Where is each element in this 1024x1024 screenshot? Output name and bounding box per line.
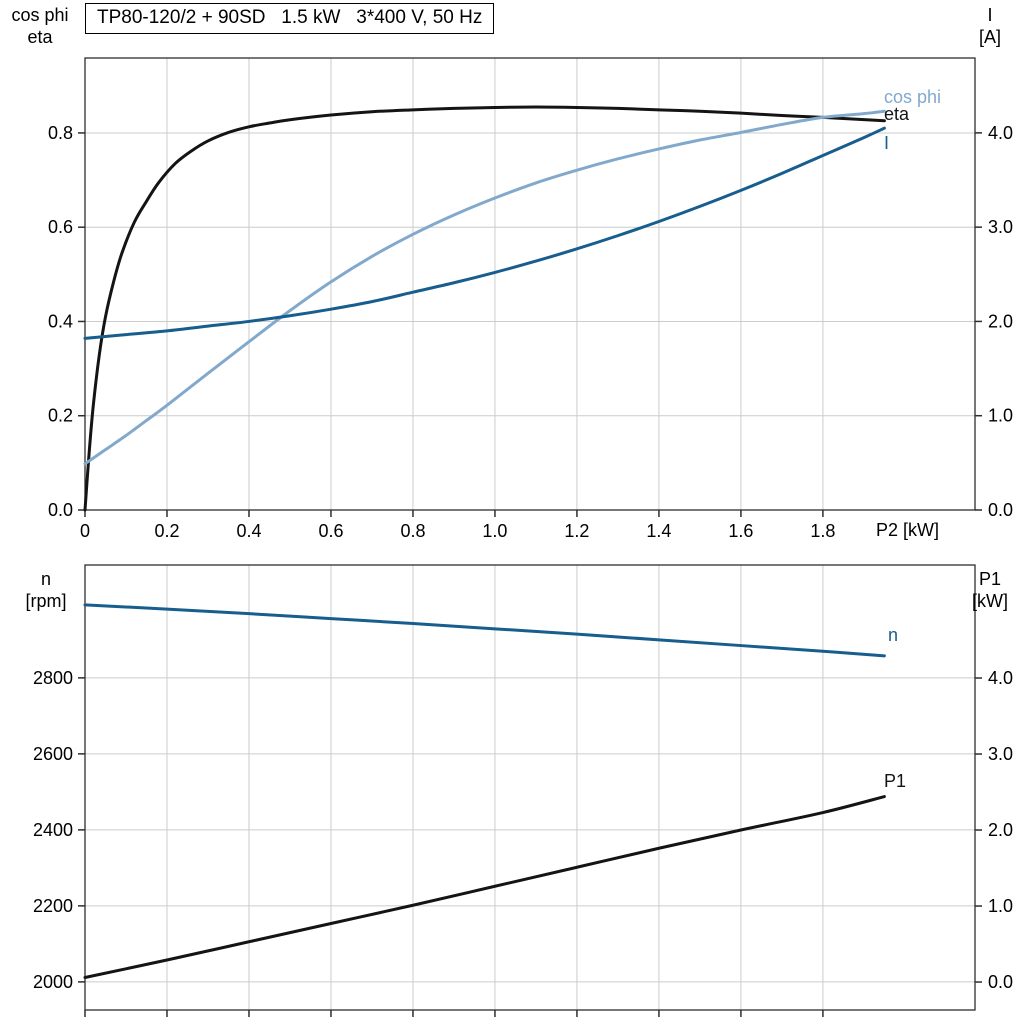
plot-frame <box>84 57 976 511</box>
axis-label-cos-phi: cos phi <box>11 5 69 25</box>
eta-curve-label: eta <box>884 104 910 124</box>
x-axis-tick-label: 1.2 <box>564 521 589 541</box>
right-axis-tick-label: 1.0 <box>988 896 1013 916</box>
axis-label-speed-unit: [rpm] <box>25 591 67 611</box>
input-power-curve <box>83 795 886 979</box>
right-axis-tick-label: 0.0 <box>988 972 1013 992</box>
left-axis-tick-label: 0.6 <box>48 217 73 237</box>
axis-label-p1: P1 <box>978 569 1002 589</box>
axis-label-current-unit: [A] <box>978 27 1001 47</box>
speed-curve-label: n <box>888 625 899 645</box>
right-axis-tick-label: 4.0 <box>988 668 1013 688</box>
x-axis-tick-label: 1.8 <box>810 521 835 541</box>
right-axis-tick-label: 1.0 <box>988 406 1013 426</box>
cos-phi-curve-label: cos phi <box>884 87 942 107</box>
right-axis-tick-label: 2.0 <box>988 311 1013 331</box>
current-curve-label: I <box>884 133 890 153</box>
top-right-axis-label: I [A] <box>956 4 1024 48</box>
left-axis-tick-label: 0.4 <box>48 311 73 331</box>
axis-label-p1-unit: [kW] <box>972 591 1008 611</box>
right-axis-tick-label: 3.0 <box>988 217 1013 237</box>
axis-label-eta: eta <box>27 27 53 47</box>
right-axis-tick-label: 2.0 <box>988 820 1013 840</box>
x-axis-tick-label: 0.2 <box>154 521 179 541</box>
left-axis-tick-label: 2400 <box>33 820 73 840</box>
chart-title-box: TP80-120/2 + 90SD 1.5 kW 3*400 V, 50 Hz <box>85 3 495 34</box>
right-axis-tick-label: 4.0 <box>988 123 1013 143</box>
plot-frame <box>84 564 976 1011</box>
top-left-axis-label: cos phi eta <box>2 4 78 48</box>
left-axis-tick-label: 0.0 <box>48 500 73 520</box>
left-axis-tick-label: 2800 <box>33 668 73 688</box>
right-axis-tick-label: 3.0 <box>988 744 1013 764</box>
efficiency-cosphi-current-panel: 0.0 0.2 0.4 0.6 0.8 0.0 1.0 2.0 3.0 4.0 0 0.2 0.4 0.6… <box>48 57 1013 541</box>
x-axis-label: P2 [kW] <box>876 520 940 540</box>
left-axis-tick-label: 0.2 <box>48 406 73 426</box>
left-axis-tick-label: 0.8 <box>48 123 73 143</box>
x-axis-tick-label: 0.4 <box>236 521 261 541</box>
cos-phi-curve <box>83 109 886 466</box>
axis-label-speed: n <box>40 569 51 589</box>
current-curve <box>83 126 886 340</box>
axis-label-current: I <box>987 5 993 25</box>
x-axis-tick-label: 1.0 <box>482 521 507 541</box>
bottom-right-axis-label: P1 [kW] <box>956 568 1024 612</box>
x-axis-tick-label: 0 <box>80 521 90 541</box>
left-axis-tick-label: 2600 <box>33 744 73 764</box>
p1-curve-label: P1 <box>884 771 907 791</box>
eta-curve <box>83 105 886 512</box>
right-axis-tick-label: 0.0 <box>988 500 1013 520</box>
speed-power-panel: 2000 2200 2400 2600 2800 0.0 1.0 2.0 3.0 4.0 <box>33 564 1013 1017</box>
x-axis-tick-label: 0.6 <box>318 521 343 541</box>
x-axis-tick-label: 1.6 <box>728 521 753 541</box>
left-axis-tick-label: 2200 <box>33 896 73 916</box>
bottom-left-axis-label: n [rpm] <box>8 568 84 612</box>
left-axis-tick-label: 2000 <box>33 972 73 992</box>
x-axis-tick-label: 1.4 <box>646 521 671 541</box>
speed-curve <box>83 603 886 658</box>
x-axis-tick-label: 0.8 <box>400 521 425 541</box>
